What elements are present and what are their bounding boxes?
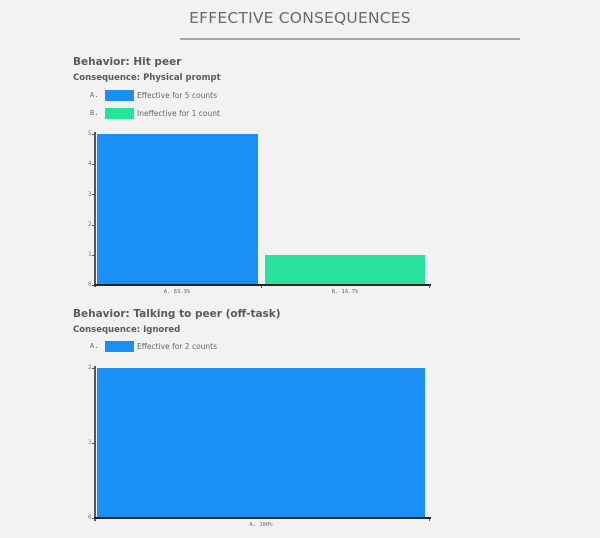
- legend-letter: A.: [90, 91, 99, 99]
- bar-ineffective: [265, 255, 425, 285]
- legend-letter: B.: [90, 109, 99, 117]
- consequence-heading: Consequence: Ignored: [73, 325, 181, 335]
- legend-item-ineffective: B. Ineffective for 1 count: [90, 107, 220, 119]
- legend-label: Ineffective for 1 count: [137, 108, 220, 118]
- x-tick-mark: [429, 518, 430, 521]
- y-tick-label: 3: [88, 191, 92, 198]
- y-tick-label: 1: [88, 439, 92, 446]
- y-tick-mark: [92, 194, 95, 195]
- legend-letter: A.: [90, 342, 99, 350]
- consequence-heading: Consequence: Physical prompt: [73, 73, 221, 83]
- y-tick-label: 0: [88, 514, 92, 521]
- y-tick-mark: [92, 368, 95, 369]
- y-tick-mark: [92, 443, 95, 444]
- y-tick-mark: [92, 285, 95, 286]
- x-tick-label: A. 100%: [249, 522, 273, 528]
- y-axis: [94, 366, 96, 521]
- legend-swatch-ineffective: [105, 107, 134, 119]
- y-tick-label: 2: [88, 221, 92, 228]
- legend-label: Effective for 5 counts: [137, 90, 218, 100]
- page-title: EFFECTIVE CONSEQUENCES: [189, 9, 411, 27]
- x-tick-label: A. 83.3%: [163, 289, 191, 295]
- y-tick-label: 2: [88, 364, 92, 371]
- y-tick-label: 1: [88, 251, 92, 258]
- y-tick-mark: [92, 164, 95, 165]
- x-axis: [94, 517, 431, 519]
- x-tick-label: B. 16.7%: [331, 289, 359, 295]
- x-tick-mark: [261, 285, 262, 288]
- y-tick-label: 5: [88, 130, 92, 137]
- y-axis: [94, 132, 96, 287]
- y-tick-mark: [92, 225, 95, 226]
- y-tick-mark: [92, 134, 95, 135]
- title-divider: [180, 38, 520, 40]
- bar-effective: [97, 368, 425, 518]
- y-tick-mark: [92, 255, 95, 256]
- y-tick-mark: [92, 518, 95, 519]
- y-tick-label: 4: [88, 160, 92, 167]
- legend-swatch-effective: [105, 340, 134, 352]
- bar-effective: [97, 134, 258, 285]
- x-axis: [94, 284, 431, 286]
- legend-item-effective: A. Effective for 5 counts: [90, 89, 217, 101]
- behavior-heading: Behavior: Hit peer: [73, 56, 182, 68]
- x-tick-mark: [429, 285, 430, 288]
- behavior-heading: Behavior: Talking to peer (off-task): [73, 308, 281, 320]
- legend-label: Effective for 2 counts: [137, 341, 218, 351]
- legend-item-effective: A. Effective for 2 counts: [90, 340, 217, 352]
- y-tick-label: 0: [88, 281, 92, 288]
- legend-swatch-effective: [105, 89, 134, 101]
